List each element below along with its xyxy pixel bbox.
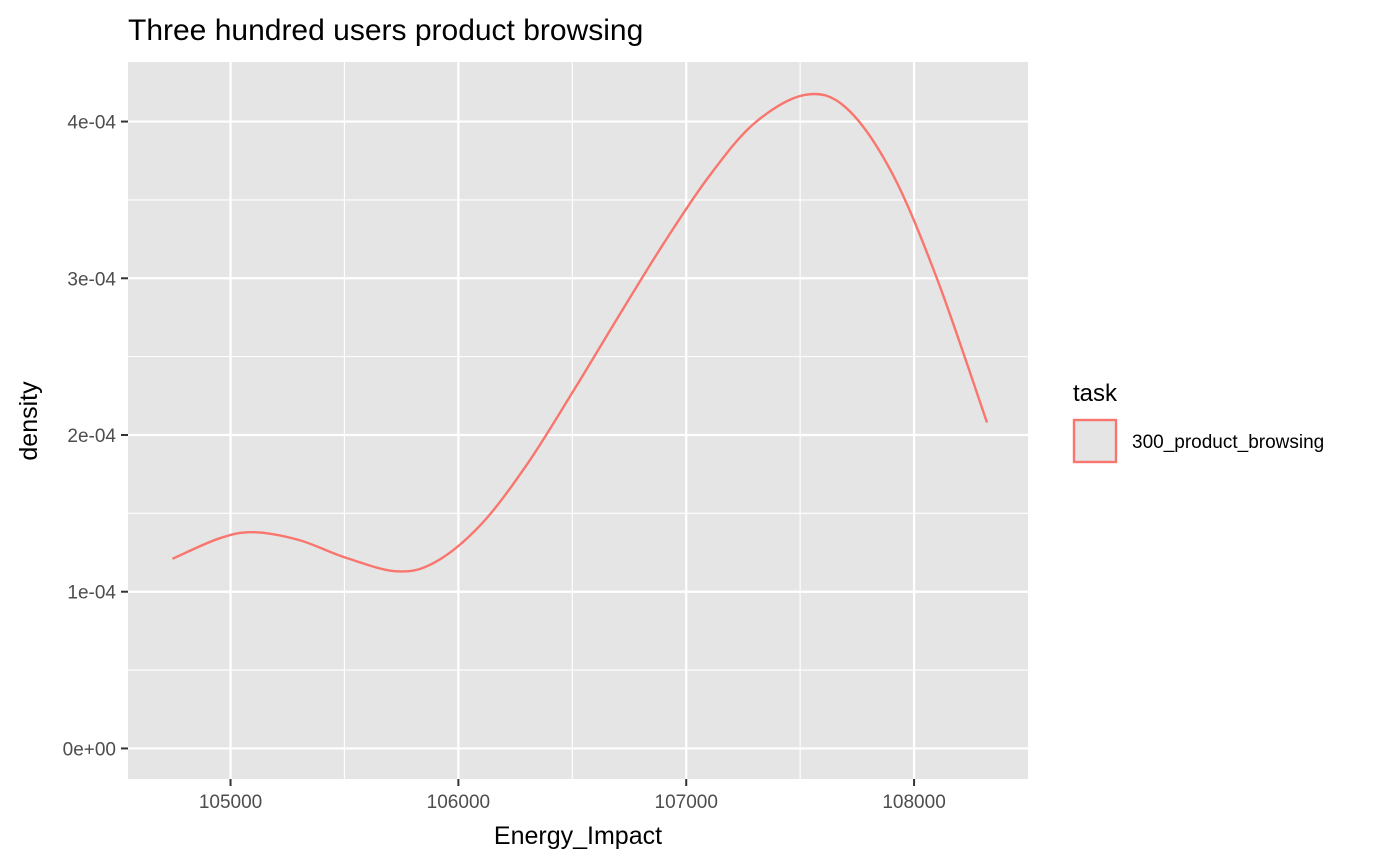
x-axis-title: Energy_Impact xyxy=(494,822,662,850)
density-curve-300_product_browsing xyxy=(171,92,989,573)
series-layer xyxy=(171,92,989,573)
x-tick-label: 107000 xyxy=(655,792,718,813)
minor-grid xyxy=(128,62,1028,779)
y-axis: 0e+00 1e-04 2e-04 3e-04 4e-04 xyxy=(63,113,128,760)
chart-title: Three hundred users product browsing xyxy=(128,14,643,47)
legend-key xyxy=(1072,418,1118,464)
y-axis-title: density xyxy=(15,381,43,461)
y-tick-label: 1e-04 xyxy=(67,583,116,604)
y-tick-label: 4e-04 xyxy=(67,113,116,134)
legend-title: task xyxy=(1073,380,1118,407)
legend-label: 300_product_browsing xyxy=(1132,432,1324,453)
major-grid xyxy=(128,62,1028,779)
y-tick-label: 3e-04 xyxy=(67,269,116,290)
plot-panel xyxy=(128,62,1028,779)
x-tick-label: 105000 xyxy=(199,792,262,813)
legend: task 300_product_browsing xyxy=(1072,380,1324,464)
y-tick-label: 2e-04 xyxy=(67,426,116,447)
y-tick-label: 0e+00 xyxy=(63,739,116,760)
x-tick-label: 106000 xyxy=(427,792,490,813)
x-axis: 105000 106000 107000 108000 xyxy=(199,779,946,813)
x-tick-label: 108000 xyxy=(882,792,945,813)
